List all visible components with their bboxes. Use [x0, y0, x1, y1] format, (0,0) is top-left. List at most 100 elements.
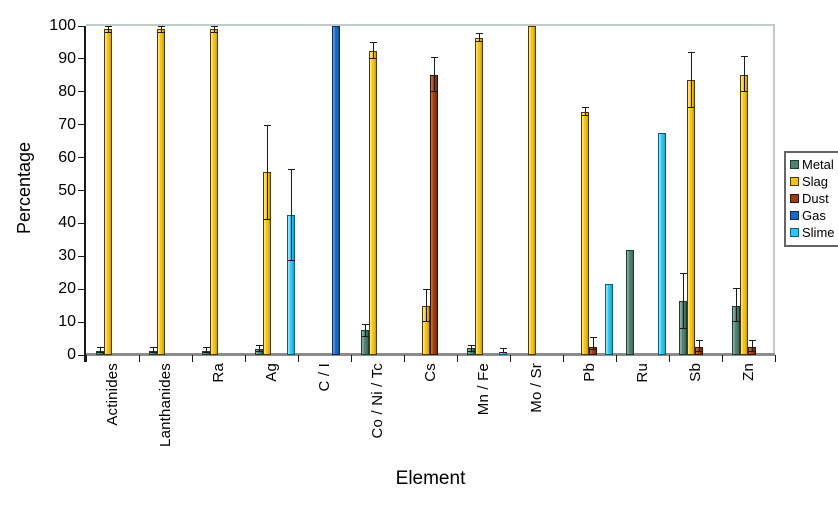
x-axis-title: Element — [395, 468, 466, 489]
error-bar — [160, 26, 162, 33]
error-bar-cap — [430, 57, 438, 59]
x-tick — [191, 355, 193, 362]
x-tick — [562, 355, 564, 362]
error-bar-cap — [202, 352, 210, 354]
bar-slag-7 — [475, 37, 483, 355]
error-bar-cap — [361, 335, 369, 337]
x-tick-label: Ra — [192, 363, 245, 493]
legend-label: Slime — [802, 225, 835, 240]
error-bar — [743, 55, 745, 92]
legend-item-dust: Dust — [790, 190, 835, 207]
bar-gas-4 — [332, 26, 340, 355]
error-bar-cap — [499, 348, 507, 350]
error-bar — [682, 272, 684, 329]
error-bar — [433, 57, 435, 92]
legend-swatch-icon — [790, 194, 799, 203]
x-tick-label-text: C / I — [316, 363, 333, 392]
error-bar — [592, 336, 594, 351]
error-bar-cap — [475, 32, 483, 34]
x-tick-label-text: Ag — [263, 363, 280, 382]
error-bar-cap — [589, 336, 597, 338]
error-bar-cap — [96, 346, 104, 348]
error-bar — [266, 124, 268, 221]
y-tick — [78, 222, 85, 224]
error-bar — [425, 289, 427, 323]
x-tick — [456, 355, 458, 362]
legend-item-slag: Slag — [790, 173, 835, 190]
error-bar-cap — [467, 345, 475, 347]
error-bar-cap — [475, 41, 483, 43]
error-bar-cap — [732, 321, 740, 323]
x-tick — [403, 355, 405, 362]
error-bar-cap — [96, 352, 104, 354]
error-bar — [213, 26, 215, 33]
bar-dust-6 — [430, 75, 438, 355]
x-tick-label-text: Zn — [740, 363, 757, 381]
x-tick-label-text: Mo / Sr — [528, 363, 545, 413]
error-bar — [478, 32, 480, 43]
error-bar-cap — [149, 352, 157, 354]
y-tick — [78, 58, 85, 60]
error-bar — [99, 346, 101, 354]
error-bar — [470, 345, 472, 352]
x-tick-label: Ag — [245, 363, 298, 493]
error-bar-cap — [679, 327, 687, 329]
x-tick-label: Mo / Sr — [510, 363, 563, 493]
error-bar-cap — [104, 31, 112, 33]
error-bar-cap — [695, 340, 703, 342]
x-tick — [350, 355, 352, 362]
y-tick — [78, 157, 85, 159]
bar-slime-9 — [605, 284, 613, 355]
x-tick-label: Sb — [669, 363, 722, 493]
x-tick-label-text: Cs — [422, 363, 439, 382]
bar-metal-10 — [626, 249, 634, 355]
y-tick — [78, 91, 85, 93]
legend-swatch-icon — [790, 177, 799, 186]
x-tick — [244, 355, 246, 362]
y-tick-label: 20 — [58, 280, 76, 298]
error-bar-cap — [687, 52, 695, 54]
y-tick — [78, 321, 85, 323]
error-bar — [258, 345, 260, 352]
y-tick — [78, 124, 85, 126]
error-bar-cap — [499, 352, 507, 354]
x-tick-label-text: Co / Ni / Tc — [369, 363, 386, 439]
legend-item-gas: Gas — [790, 207, 835, 224]
y-tick-label: 90 — [58, 49, 76, 67]
error-bar — [698, 340, 700, 352]
y-tick — [78, 190, 85, 191]
y-tick-label: 0 — [67, 346, 76, 363]
error-bar-cap — [740, 55, 748, 57]
error-bar — [364, 323, 366, 337]
y-tick — [78, 25, 85, 27]
y-tick-label: 40 — [58, 214, 76, 232]
legend: Metal Slag Dust Gas Slime — [784, 151, 838, 247]
bar-slag-1 — [157, 29, 165, 355]
y-axis-line — [84, 26, 86, 362]
error-bar-cap — [210, 26, 218, 27]
x-tick — [668, 355, 670, 362]
error-bar-cap — [467, 350, 475, 352]
x-tick-label-text: Actinides — [104, 363, 121, 426]
error-bar-cap — [589, 349, 597, 351]
y-tick-label: 100 — [49, 17, 76, 34]
error-bar-cap — [255, 345, 263, 347]
x-tick — [721, 355, 723, 362]
bar-slag-0 — [104, 29, 112, 355]
bar-slag-5 — [369, 50, 377, 355]
y-tick-label: 70 — [58, 115, 76, 133]
y-tick — [78, 288, 85, 290]
error-bar-cap — [104, 26, 112, 27]
y-tick-label: 80 — [58, 82, 76, 100]
x-tick-label-text: Mn / Fe — [475, 363, 492, 416]
x-tick-label-text: Ra — [210, 363, 227, 383]
x-tick-label: Pb — [563, 363, 616, 493]
x-tick — [615, 355, 617, 362]
legend-swatch-icon — [790, 228, 799, 237]
x-tick — [297, 355, 299, 362]
bar-slime-10 — [658, 132, 666, 355]
error-bar-cap — [369, 42, 377, 44]
error-bar-cap — [157, 26, 165, 27]
plot-border — [86, 24, 775, 355]
y-tick-label: 60 — [58, 148, 76, 166]
